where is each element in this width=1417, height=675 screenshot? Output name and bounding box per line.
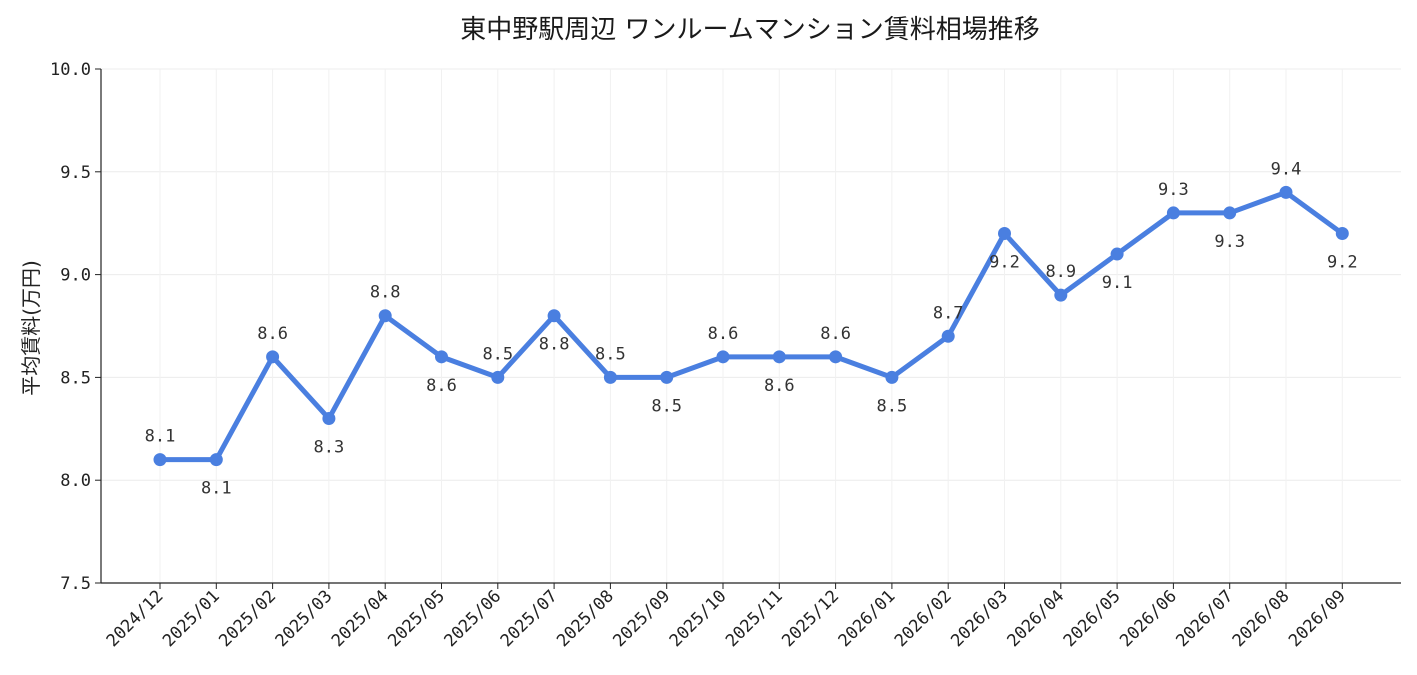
data-label: 8.6 [764, 376, 795, 396]
x-tick-label: 2025/05 [384, 586, 449, 651]
y-tick-label: 8.5 [60, 368, 91, 388]
data-point [435, 350, 448, 364]
x-tick-label: 2025/11 [722, 586, 787, 651]
data-label: 8.5 [482, 344, 513, 364]
data-label: 8.9 [1045, 262, 1076, 282]
data-point [1223, 206, 1237, 220]
x-tick-label: 2025/08 [553, 586, 618, 651]
data-label: 9.2 [1327, 252, 1358, 272]
y-tick-label: 8.0 [60, 471, 91, 491]
data-label: 9.3 [1214, 232, 1245, 252]
data-label: 8.8 [539, 335, 570, 355]
x-tick-label: 2026/01 [835, 586, 900, 651]
data-label: 8.8 [370, 283, 401, 303]
data-point [378, 309, 392, 323]
y-tick-label: 10.0 [50, 60, 91, 80]
x-tick-label: 2026/09 [1285, 586, 1350, 651]
data-point [885, 370, 899, 384]
data-labels: 8.1 8.1 8.6 8.3 8.8 8.6 8.5 8.8 8.5 8.5 8.6 8.6 8.6 8… [145, 159, 1358, 498]
data-label: 8.6 [257, 324, 288, 344]
x-tick-label: 2025/04 [328, 586, 393, 651]
data-point [209, 453, 223, 467]
y-tick-label: 9.0 [60, 266, 91, 286]
data-point [1054, 288, 1068, 302]
data-point [772, 350, 786, 364]
data-point [998, 226, 1011, 240]
x-tick-label: 2026/07 [1172, 586, 1237, 651]
data-point [716, 350, 730, 364]
data-point [660, 370, 674, 384]
data-point [322, 412, 336, 426]
x-tick-label: 2025/07 [497, 586, 562, 651]
chart-title: 東中野駅周辺 ワンルームマンション賃料相場推移 [460, 15, 1040, 45]
data-label: 8.6 [820, 324, 851, 344]
x-tick-label: 2026/03 [947, 586, 1012, 651]
data-point [547, 309, 561, 323]
data-label: 8.5 [877, 396, 908, 416]
data-label: 8.3 [314, 438, 345, 458]
data-point [1335, 226, 1349, 240]
data-point [603, 370, 617, 384]
series-line [157, 189, 1345, 463]
data-label: 9.1 [1102, 273, 1133, 293]
x-tick-label: 2026/02 [891, 586, 956, 651]
data-label: 9.3 [1158, 180, 1189, 200]
y-tick-label: 7.5 [60, 574, 91, 594]
data-point [1279, 185, 1293, 199]
data-series [153, 185, 1349, 467]
x-tick-label: 2026/06 [1116, 586, 1181, 651]
data-label: 8.1 [201, 479, 232, 499]
grid-lines [101, 68, 1401, 584]
x-tick-label: 2026/04 [1004, 586, 1069, 651]
x-tick-label: 2024/12 [103, 586, 168, 651]
x-tick-label: 2025/01 [159, 586, 224, 651]
x-tick-label: 2025/06 [441, 586, 506, 651]
axes [95, 68, 1401, 589]
data-point [1166, 206, 1180, 220]
data-label: 8.1 [145, 427, 176, 447]
data-label: 9.2 [989, 252, 1020, 272]
x-tick-label: 2025/09 [609, 586, 674, 651]
data-point [941, 329, 955, 343]
data-label: 8.5 [595, 344, 626, 364]
x-tick-label: 2025/02 [215, 586, 280, 651]
tick-labels: 7.5 8.0 8.5 9.0 9.5 10.0 2024/122025/012025/02… [50, 60, 1350, 651]
data-point [153, 453, 167, 467]
data-point [1110, 247, 1124, 261]
y-tick-label: 9.5 [60, 163, 91, 183]
data-label: 8.7 [933, 303, 964, 323]
data-point [266, 350, 280, 364]
x-tick-label: 2026/05 [1060, 586, 1125, 651]
x-tick-label: 2025/03 [272, 586, 337, 651]
data-point [491, 370, 505, 384]
y-axis-label: 平均賃料(万円) [19, 260, 43, 396]
x-tick-label: 2025/10 [666, 586, 731, 651]
data-label: 8.6 [708, 324, 739, 344]
data-point [829, 350, 843, 364]
data-label: 8.6 [426, 376, 457, 396]
data-label: 8.5 [651, 396, 682, 416]
data-label: 9.4 [1271, 159, 1302, 179]
x-tick-label: 2025/12 [778, 586, 843, 651]
x-tick-label: 2026/08 [1229, 586, 1294, 651]
